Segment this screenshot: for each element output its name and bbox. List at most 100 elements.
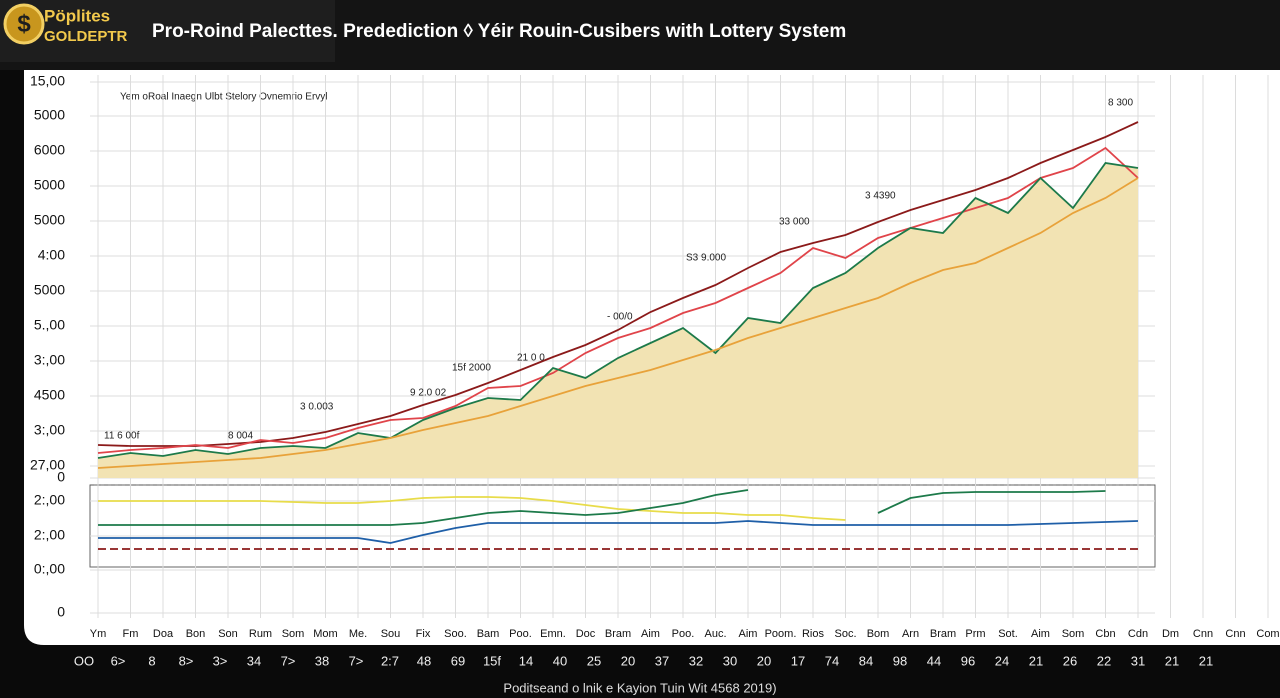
chart-subtitle: Yem oRoal Inaegn Ulbt Stelory Ovnemrio E… <box>120 92 328 103</box>
x-sub-label: 14 <box>519 653 533 668</box>
x-tick-label: Poo. <box>672 628 695 640</box>
annotation: 9 2.0 02 <box>410 388 447 399</box>
x-sub-label: 84 <box>859 653 873 668</box>
y-tick-label: 2:,00 <box>34 492 65 508</box>
x-tick-label: Aim <box>739 628 758 640</box>
x-sub-label: 21 <box>1165 653 1179 668</box>
y-tick-label: 5000 <box>34 282 65 298</box>
annotation: 3 4390 <box>865 191 896 202</box>
x-tick-label: Poo. <box>509 628 532 640</box>
y-tick-label: 6000 <box>34 142 65 158</box>
series-line <box>97 162 1139 459</box>
x-sub-label: 20 <box>621 653 635 668</box>
x-tick-label: Dm <box>1162 628 1179 640</box>
x-tick-label: Rios <box>802 628 825 640</box>
x-tick-label: Mom <box>313 628 337 640</box>
x-tick-label: Cdn <box>1128 628 1148 640</box>
chart-title: Pro-Roind Palecttes. Predediction ◊ Yéir… <box>152 21 846 42</box>
annotation: S3 9.000 <box>686 253 726 264</box>
x-tick-label: Cnn <box>1193 628 1213 640</box>
y-tick-label: 5000 <box>34 212 65 228</box>
y-tick-label: 5.,00 <box>34 317 65 333</box>
annotation: 8 004 <box>228 431 253 442</box>
x-sub-label: 98 <box>893 653 907 668</box>
x-sub-label: 7> <box>281 653 296 668</box>
y-tick-label: 5000 <box>34 177 65 193</box>
annotation: 21 0 0 <box>517 353 545 364</box>
x-tick-label: Prm <box>965 628 985 640</box>
annotation: 15f 2000 <box>452 363 491 374</box>
x-tick-label: Bom <box>867 628 890 640</box>
x-tick-label: Som <box>282 628 305 640</box>
x-sub-label: 8> <box>179 653 194 668</box>
x-sub-label: 17 <box>791 653 805 668</box>
x-tick-label: Auc. <box>704 628 726 640</box>
series-line <box>97 146 1139 454</box>
x-tick-label: Rum <box>249 628 272 640</box>
x-sub-label: 8 <box>148 653 155 668</box>
x-sub-label: 30 <box>723 653 737 668</box>
y-tick-label: 3:,00 <box>34 422 65 438</box>
x-tick-label: Bram <box>930 628 956 640</box>
footer-note: Poditseand o lnik e Kayion Tuin Wit 4568… <box>503 680 776 695</box>
x-sub-label: 96 <box>961 653 975 668</box>
x-sub-label: 34 <box>247 653 261 668</box>
y-tick-label: 3:,00 <box>34 352 65 368</box>
x-sub-label: 32 <box>689 653 703 668</box>
x-tick-label: Me. <box>349 628 367 640</box>
y-tick-label: 0 <box>57 469 65 485</box>
x-tick-label: Cbn <box>1095 628 1115 640</box>
x-tick-label: Cnn <box>1225 628 1245 640</box>
area <box>98 163 1138 478</box>
x-tick-label: Sou <box>381 628 401 640</box>
x-tick-label: Com <box>1256 628 1279 640</box>
x-tick-label: Emn. <box>540 628 566 640</box>
x-sub-label: 2:7 <box>381 653 399 668</box>
x-sub-label: 21 <box>1029 653 1043 668</box>
x-tick-label: Aim <box>641 628 660 640</box>
y-tick-label: 4:00 <box>38 247 65 263</box>
x-sub-label: 6> <box>111 653 126 668</box>
x-tick-label: Ym <box>90 628 107 640</box>
x-tick-label: Doa <box>153 628 174 640</box>
logo-coin <box>3 3 45 45</box>
y-tick-label: 5000 <box>34 107 65 123</box>
x-sub-label: 22 <box>1097 653 1111 668</box>
annotation: 8 300 <box>1108 98 1133 109</box>
x-sub-label: 15f <box>483 653 501 668</box>
x-tick-label: Son <box>218 628 238 640</box>
x-sub-label: 25 <box>587 653 601 668</box>
x-sub-label: 38 <box>315 653 329 668</box>
x-tick-label: Fix <box>416 628 431 640</box>
logo-line: Pöplites <box>44 6 110 25</box>
x-tick-label: Fm <box>123 628 139 640</box>
x-tick-label: Som <box>1062 628 1085 640</box>
x-sub-label: 26 <box>1063 653 1077 668</box>
x-tick-label: Bon <box>186 628 206 640</box>
logo-symbol: $ <box>17 10 31 37</box>
x-tick-label: Soc. <box>834 628 856 640</box>
x-sub-label: 21 <box>1199 653 1213 668</box>
x-tick-label: Poom. <box>765 628 797 640</box>
logo-box <box>0 0 335 62</box>
x-sub-label: 3> <box>213 653 228 668</box>
annotation: 3 0.003 <box>300 402 334 413</box>
x-sub-label: 40 <box>553 653 567 668</box>
x-sub-label: 44 <box>927 653 941 668</box>
x-tick-label: Arn <box>902 628 919 640</box>
x-sub-label: 69 <box>451 653 465 668</box>
x-tick-label: Soo. <box>444 628 467 640</box>
x-sub-label: 20 <box>757 653 771 668</box>
x-tick-label: Doc <box>576 628 596 640</box>
series-line <box>98 520 1139 544</box>
logo-line: GOLDEPTR <box>44 28 128 45</box>
x-sub-label: 7> <box>349 653 364 668</box>
x-sub-label: 37 <box>655 653 669 668</box>
y-tick-label: 0 <box>57 604 65 620</box>
x-sub-label: 48 <box>417 653 431 668</box>
y-tick-label: 2:,00 <box>34 527 65 543</box>
x-sub-label: 24 <box>995 653 1009 668</box>
annotation: 33 000 <box>779 217 810 228</box>
